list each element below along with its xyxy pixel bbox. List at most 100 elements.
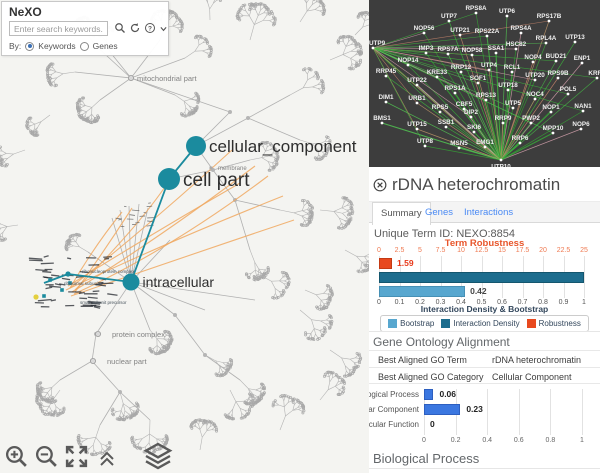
- term-label-intracellular[interactable]: intracellular: [143, 274, 215, 290]
- gene-node-SSB1[interactable]: [444, 125, 448, 129]
- gene-node-DIP2[interactable]: [469, 115, 473, 119]
- gene-node-NOP6[interactable]: [579, 127, 583, 131]
- gene-network-panel[interactable]: UTP9 RPS8A UTP6 RPS17B UTP7 NOP56 UTP21 RPS22A R…: [369, 0, 600, 167]
- term-label-cellular-component[interactable]: cellular_component: [209, 137, 357, 156]
- radio-keywords[interactable]: [25, 41, 35, 51]
- ontology-canvas[interactable]: mitochondrial part membrane protein comple…: [0, 0, 369, 473]
- gene-node-NOP4[interactable]: [531, 60, 535, 64]
- top-axis-tick: 25: [580, 247, 588, 254]
- gene-node-NOP56[interactable]: [422, 31, 426, 35]
- gene-node-UTP6[interactable]: [505, 14, 509, 18]
- gene-node-CBF5[interactable]: [462, 107, 466, 111]
- gene-node-RPS13[interactable]: [484, 98, 488, 102]
- term-node-cellular-component[interactable]: [186, 136, 206, 156]
- chevron-down-icon[interactable]: [159, 24, 168, 33]
- gene-node-RPS1A[interactable]: [453, 91, 457, 95]
- gene-node-UTP18[interactable]: [506, 88, 510, 92]
- table-value: rDNA heterochromatin: [492, 355, 582, 365]
- gene-node-RRP45[interactable]: [384, 74, 388, 78]
- gene-node-RPS8A[interactable]: [474, 11, 478, 15]
- gene-node-UTP21[interactable]: [458, 33, 462, 37]
- tab-summary[interactable]: Summary: [372, 202, 431, 225]
- gene-node-UTP20[interactable]: [533, 78, 537, 82]
- gene-node-UTP22[interactable]: [415, 83, 419, 87]
- gene-node-ENP1[interactable]: [580, 61, 584, 65]
- term-node-intracellular[interactable]: [122, 273, 140, 291]
- help-icon[interactable]: ?: [144, 22, 156, 34]
- gene-node-MPP10[interactable]: [551, 131, 555, 135]
- app-title: NeXO: [9, 5, 42, 19]
- top-axis-tick: 17.5: [515, 247, 530, 254]
- gene-node-UTP4[interactable]: [487, 68, 491, 72]
- bottom-axis-tick: 0.5: [476, 299, 487, 306]
- refresh-icon[interactable]: [129, 22, 141, 34]
- gene-node-RPS9B[interactable]: [556, 76, 560, 80]
- zoom-out-icon[interactable]: [34, 444, 59, 469]
- search-icon[interactable]: [114, 22, 126, 34]
- gene-node-POL5[interactable]: [566, 92, 570, 96]
- gene-label-UTP8: UTP8: [417, 138, 434, 145]
- gene-label-NOP6: NOP6: [572, 121, 590, 128]
- gene-node-SOF1[interactable]: [476, 81, 480, 85]
- tab-genes[interactable]: Genes: [425, 207, 453, 218]
- gene-label-UTP18: UTP18: [498, 82, 518, 89]
- gene-node-KRR1[interactable]: [595, 76, 599, 80]
- gene-node-NAN1[interactable]: [581, 109, 585, 113]
- gene-label-BMS1: BMS1: [373, 115, 391, 122]
- term-node-minor[interactable]: [209, 166, 213, 170]
- zoom-in-icon[interactable]: [4, 444, 29, 469]
- gene-node-KRE33[interactable]: [435, 75, 439, 79]
- gene-node-RPS17B[interactable]: [547, 19, 551, 23]
- gene-node-RRP12[interactable]: [459, 70, 463, 74]
- term-node-minor[interactable]: [95, 330, 102, 337]
- gene-node-SKI6[interactable]: [472, 130, 476, 134]
- gene-node-RPL4A[interactable]: [544, 41, 548, 45]
- gene-node-BUD21[interactable]: [554, 59, 558, 63]
- gene-node-RCL1[interactable]: [510, 70, 514, 74]
- gene-node-EMG1[interactable]: [483, 145, 487, 149]
- close-icon[interactable]: [373, 178, 387, 192]
- gene-node-UTP15[interactable]: [415, 127, 419, 131]
- tab-interactions[interactable]: Interactions: [464, 207, 514, 218]
- legend-item-bootstrap[interactable]: Bootstrap: [388, 319, 434, 328]
- bar-value-label: 0: [430, 419, 435, 429]
- gene-node-UTP5[interactable]: [511, 106, 515, 110]
- gene-node-URB1[interactable]: [415, 101, 419, 105]
- layers-icon[interactable]: [142, 440, 174, 472]
- gene-node-UTP9[interactable]: [371, 46, 375, 50]
- legend-item-robustness[interactable]: Robustness: [526, 319, 581, 328]
- gene-node-UTP8[interactable]: [423, 144, 427, 148]
- term-label-cell-part[interactable]: cell part: [183, 170, 250, 191]
- gene-node-NOP14[interactable]: [406, 63, 410, 67]
- gene-node-NOP1[interactable]: [549, 110, 553, 114]
- term-node-cell-part[interactable]: [158, 168, 180, 190]
- gene-node-UTP7[interactable]: [447, 19, 451, 23]
- gene-node-PWP2[interactable]: [529, 121, 533, 125]
- gene-node-HSC82[interactable]: [514, 47, 518, 51]
- gene-node-RRP6[interactable]: [518, 141, 522, 145]
- gene-node-RPS5[interactable]: [438, 110, 442, 114]
- gene-node-SSA1[interactable]: [494, 51, 498, 55]
- gene-node-BMS1[interactable]: [380, 121, 384, 125]
- gene-node-RPS7A[interactable]: [446, 52, 450, 56]
- gene-node-NOC4[interactable]: [533, 97, 537, 101]
- gene-node-RPS22A[interactable]: [485, 34, 489, 38]
- radio-genes[interactable]: [79, 41, 89, 51]
- gene-node-IMP3[interactable]: [424, 51, 428, 55]
- gene-node-UTP13[interactable]: [573, 40, 577, 44]
- term-node-minor[interactable]: [90, 357, 97, 364]
- collapse-icon[interactable]: [98, 450, 116, 468]
- legend-item-interaction-density[interactable]: Interaction Density: [441, 319, 520, 328]
- top-axis-tick: 20: [539, 247, 547, 254]
- term-node-minor[interactable]: [127, 75, 134, 82]
- gene-node-RRP9[interactable]: [501, 121, 505, 125]
- gene-node-MSN5[interactable]: [457, 146, 461, 150]
- gene-label-KRE33: KRE33: [427, 69, 448, 76]
- fit-view-icon[interactable]: [64, 444, 89, 469]
- search-input[interactable]: [9, 21, 108, 36]
- gene-node-NOP58[interactable]: [470, 53, 474, 57]
- gene-node-DIM1[interactable]: [384, 100, 388, 104]
- gene-node-RPS4A[interactable]: [519, 31, 523, 35]
- gene-node-UTP10[interactable]: [499, 158, 503, 162]
